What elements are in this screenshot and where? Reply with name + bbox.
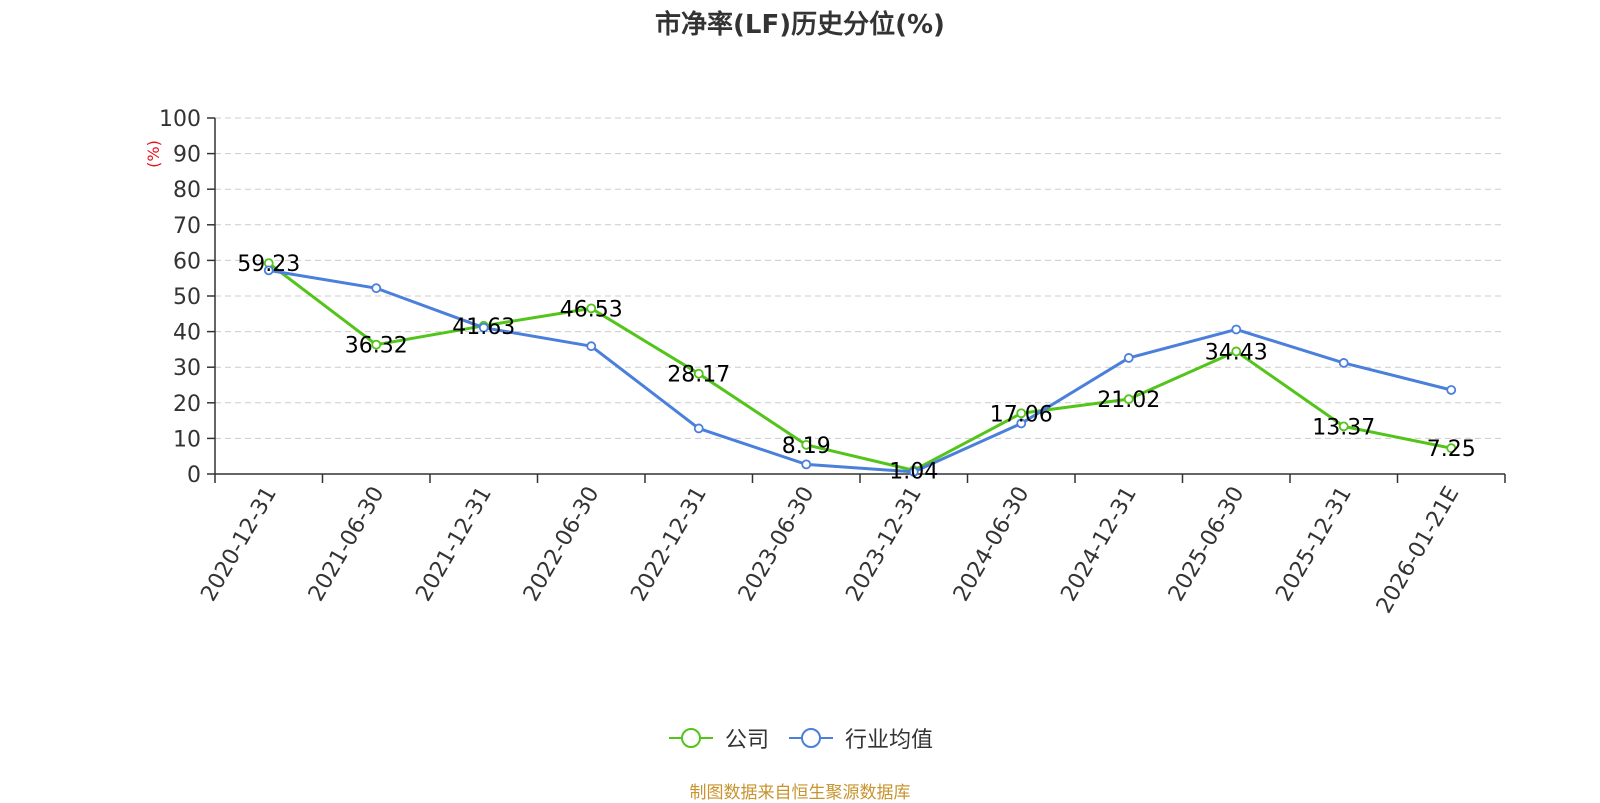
gridlines	[215, 117, 1505, 439]
legend-line-circle-icon	[668, 728, 713, 748]
y-tick-label: 70	[173, 214, 201, 239]
data-label: 21.02	[1097, 388, 1160, 413]
data-point[interactable]	[371, 339, 382, 350]
data-point[interactable]	[371, 283, 382, 294]
data-point[interactable]	[693, 423, 704, 434]
y-tick-label: 0	[187, 463, 201, 488]
series-line-0	[267, 261, 1452, 472]
data-label: 36.32	[345, 334, 408, 359]
data-point[interactable]	[586, 341, 597, 352]
data-label: 34.43	[1205, 340, 1268, 365]
legend-marker	[801, 728, 821, 748]
y-axis-unit-label: (%)	[144, 140, 163, 168]
data-label: 1.04	[889, 459, 938, 484]
data-point[interactable]	[1338, 421, 1349, 432]
legend: 公司 行业均值	[0, 722, 1600, 754]
y-tick-label: 100	[159, 107, 201, 132]
axes: 0 10 20 30 40 50 60 70 80 90 100 (%) 2020-12-31 2021-…	[144, 107, 1506, 618]
legend-label-industry-average: 行业均值	[845, 728, 934, 753]
data-point[interactable]	[1016, 408, 1027, 419]
data-labels: 59.23 36.32 41.63 46.53 28.17 8.19 1.04 17.06 21…	[237, 252, 1475, 484]
data-label: 8.19	[782, 434, 831, 459]
y-tick-label: 20	[173, 392, 201, 417]
data-point[interactable]	[1446, 385, 1457, 395]
data-point[interactable]	[1231, 324, 1242, 335]
x-tick-label: 2021-12-31	[411, 483, 497, 606]
data-point[interactable]	[263, 265, 274, 276]
y-tick-label: 80	[173, 178, 201, 203]
legend-label-company: 公司	[724, 728, 769, 753]
data-point[interactable]	[801, 439, 812, 450]
data-point[interactable]	[1446, 443, 1457, 454]
x-tick-label: 2022-12-31	[626, 483, 712, 606]
data-label: 28.17	[667, 363, 730, 388]
x-tick-label: 2024-06-30	[949, 483, 1035, 606]
data-label: 46.53	[560, 297, 623, 322]
data-label: 59.23	[237, 252, 300, 277]
legend-item-company[interactable]: 公司	[667, 722, 769, 754]
source-note: 制图数据来自恒生聚源数据库	[689, 783, 911, 803]
x-tick-label: 2020-12-31	[196, 483, 282, 606]
x-tick-label: 2021-06-30	[304, 483, 390, 606]
legend-item-industry-average[interactable]: 行业均值	[787, 722, 933, 754]
data-point[interactable]	[586, 303, 597, 314]
data-point[interactable]	[801, 459, 812, 470]
data-label: 41.63	[452, 315, 515, 340]
series-line-1	[268, 268, 1452, 474]
x-tick-label: 2022-06-30	[519, 483, 605, 606]
x-tick-label: 2025-12-31	[1271, 483, 1357, 606]
y-tick-label: 30	[173, 356, 201, 381]
y-tick-label: 50	[173, 285, 201, 310]
data-point[interactable]	[1338, 358, 1349, 368]
x-tick-label: 2025-06-30	[1164, 483, 1250, 606]
y-tick-label: 10	[173, 427, 201, 452]
x-tick-label: 2026-01-21E	[1372, 483, 1465, 618]
x-tick-label: 2024-12-31	[1056, 483, 1142, 606]
legend-line-circle-icon	[789, 728, 833, 748]
y-tick-label: 60	[173, 249, 201, 274]
x-tick-label: 2023-06-30	[734, 483, 820, 606]
data-point[interactable]	[1231, 346, 1242, 357]
data-point[interactable]	[1123, 394, 1134, 405]
data-point[interactable]	[478, 322, 489, 333]
x-tick-label: 2023-12-31	[841, 483, 927, 606]
data-label: 17.06	[990, 402, 1053, 427]
data-label: 7.25	[1427, 437, 1476, 462]
data-label: 13.37	[1312, 415, 1375, 440]
data-point[interactable]	[908, 466, 919, 477]
chart-title: 市净率(LF)历史分位(%)	[655, 10, 945, 40]
legend-marker	[680, 728, 701, 748]
data-point[interactable]	[1123, 353, 1134, 363]
data-point[interactable]	[1016, 418, 1027, 429]
y-tick-label: 90	[173, 143, 201, 168]
series	[263, 258, 1457, 477]
data-point[interactable]	[693, 368, 704, 379]
y-tick-label: 40	[173, 321, 201, 346]
